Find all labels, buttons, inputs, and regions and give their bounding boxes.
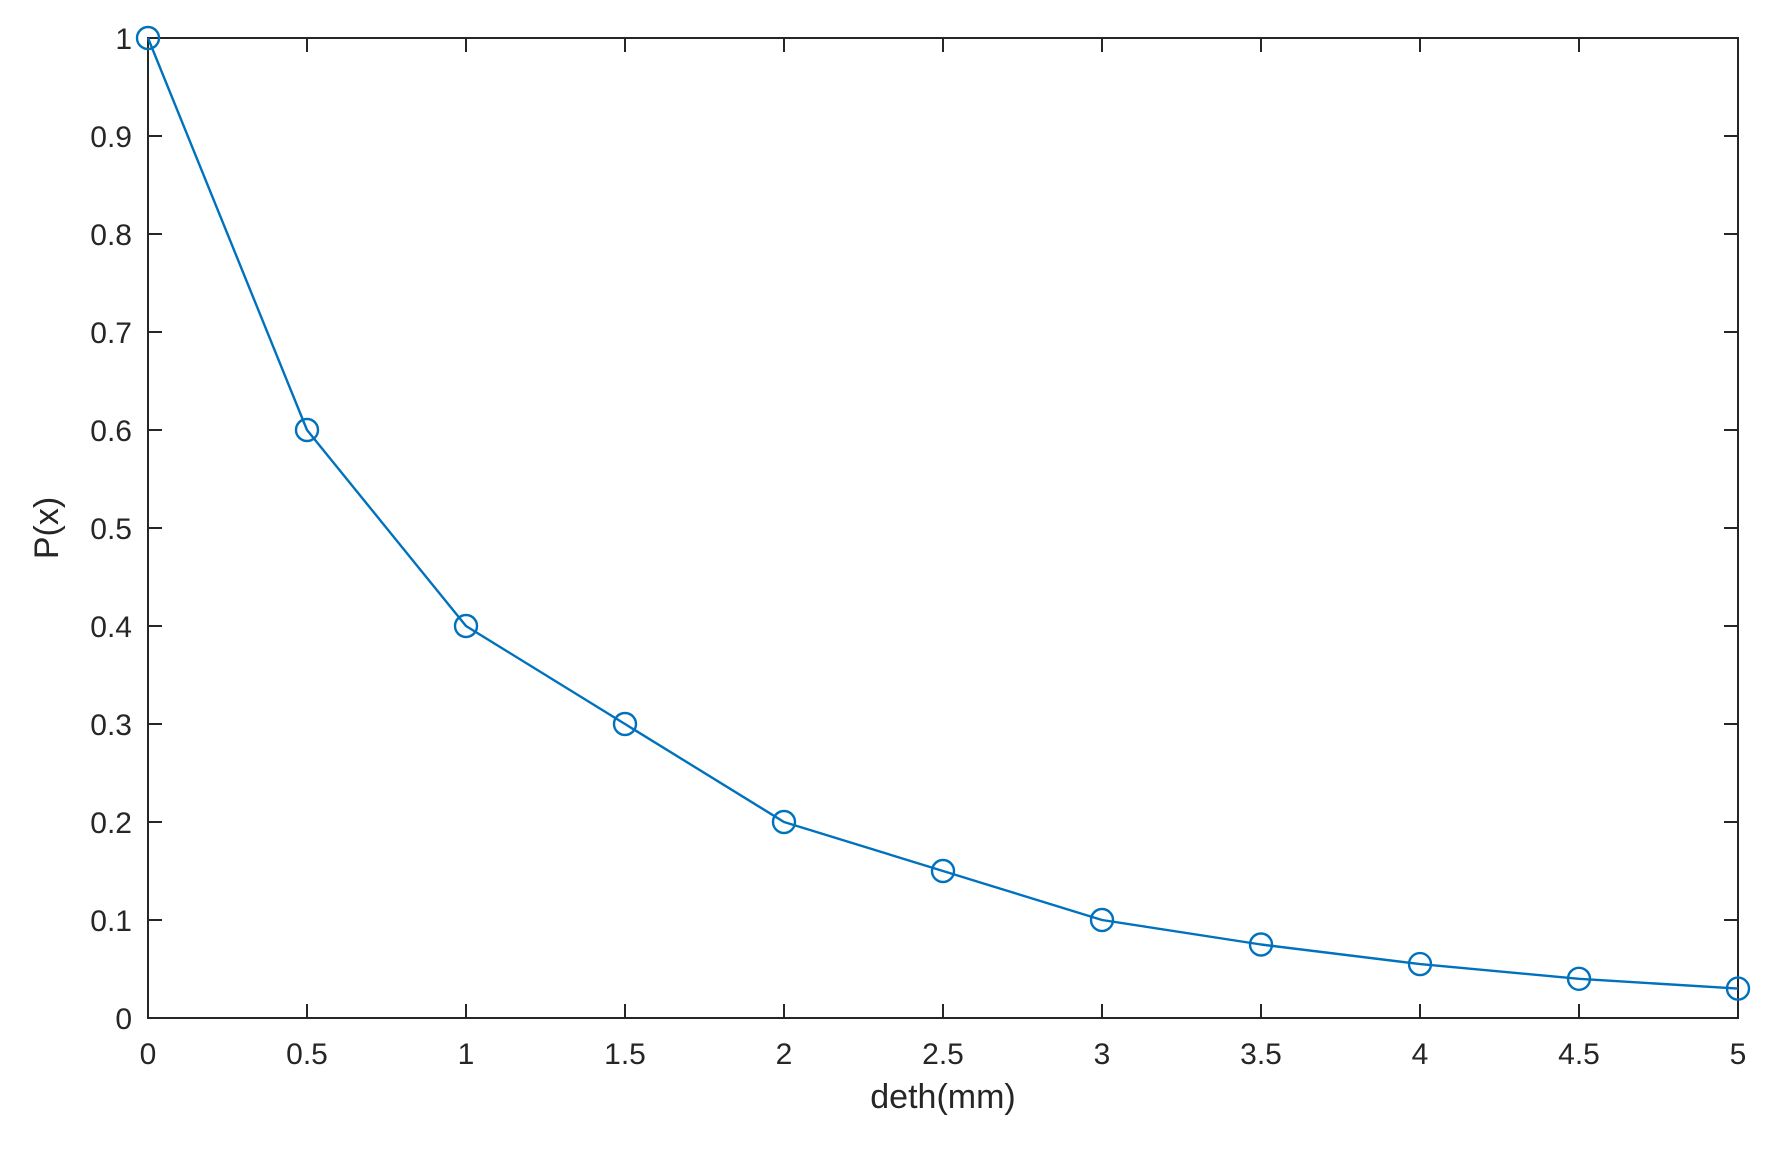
y-tick-label: 0.2 <box>90 807 132 840</box>
x-tick-label: 4 <box>1412 1038 1429 1071</box>
data-point-marker <box>1089 907 1115 933</box>
data-point-marker <box>1725 976 1751 1001</box>
y-axis-label: P(x) <box>28 497 66 559</box>
x-tick-label: 1.5 <box>604 1038 646 1071</box>
data-point-marker <box>1566 966 1592 991</box>
data-point-marker <box>771 809 797 835</box>
data-point-marker <box>453 613 479 639</box>
series-line <box>146 37 1739 990</box>
data-point-marker <box>1248 932 1274 957</box>
data-point-marker <box>612 711 638 737</box>
plot-background <box>148 38 1738 1018</box>
data-point-marker <box>1407 951 1433 977</box>
x-axis-label: deth(mm) <box>870 1078 1015 1116</box>
y-tick-label: 0 <box>115 1003 132 1036</box>
y-tick-label: 0.8 <box>90 219 132 252</box>
x-tick-label: 2 <box>776 1038 793 1071</box>
plot-area <box>148 38 1738 1018</box>
y-tick-label: 0.9 <box>90 121 132 154</box>
data-point-marker <box>930 858 956 884</box>
x-tick-label: 0 <box>140 1038 157 1071</box>
tick-labels: 0 0.5 1 1.5 2 2.5 3 3.5 4 4.5 5 0 0.1 0.2 0.3 0.4 0.5 0.6… <box>90 23 1746 1071</box>
x-tick-label: 3.5 <box>1240 1038 1282 1071</box>
axes-box <box>147 37 1739 1019</box>
y-tick-label: 0.3 <box>90 709 132 742</box>
y-tick-label: 0.4 <box>90 611 132 644</box>
y-tick-label: 0.1 <box>90 905 132 938</box>
y-tick-label: 1 <box>115 23 132 56</box>
x-tick-label: 4.5 <box>1558 1038 1600 1071</box>
x-tick-label: 2.5 <box>922 1038 964 1071</box>
axes <box>147 37 1739 1019</box>
y-tick-label: 0.6 <box>90 415 132 448</box>
x-tick-label: 1 <box>458 1038 475 1071</box>
x-tick-label: 3 <box>1094 1038 1111 1071</box>
x-tick-label: 0.5 <box>286 1038 328 1071</box>
x-tick-label: 5 <box>1730 1038 1747 1071</box>
y-tick-label: 0.5 <box>90 513 132 546</box>
series-layer <box>135 25 1751 1001</box>
data-point-marker <box>294 417 320 443</box>
y-tick-label: 0.7 <box>90 317 132 350</box>
data-point-marker <box>135 25 161 51</box>
